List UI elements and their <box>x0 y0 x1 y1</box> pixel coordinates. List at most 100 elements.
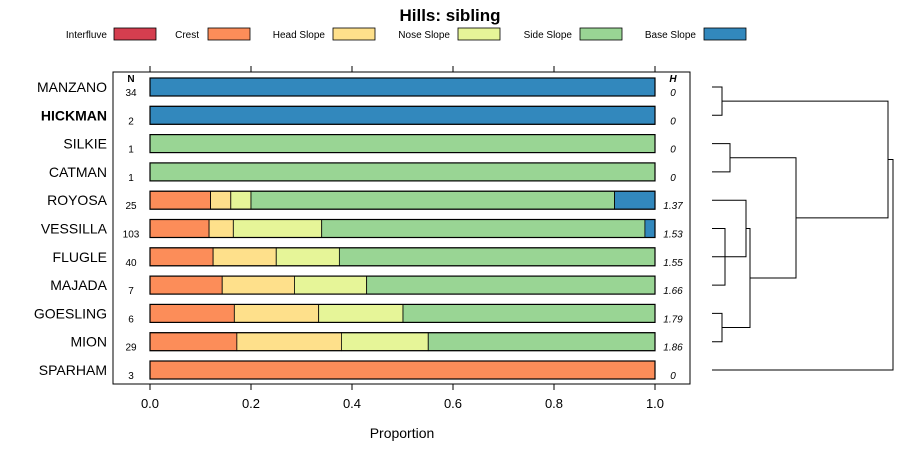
row-label: MAJADA <box>50 277 107 293</box>
bar-outline <box>149 218 656 239</box>
row-label: MION <box>70 334 107 350</box>
n-value: 29 <box>125 343 137 354</box>
x-tick-label: 0.2 <box>242 396 260 411</box>
n-value: 25 <box>125 201 137 212</box>
legend-swatch-side-slope <box>579 27 623 41</box>
legend-label-base-slope: Base Slope <box>645 30 697 41</box>
bar-segment-side-slope <box>321 219 646 238</box>
bar-outline <box>149 247 656 267</box>
row-label: CATMAN <box>49 164 107 180</box>
n-value: 7 <box>128 286 134 297</box>
row-label: GOESLING <box>34 305 107 321</box>
dendrogram-link <box>722 100 889 219</box>
legend-label-interfluve: Interfluve <box>66 30 108 41</box>
n-value: 3 <box>128 371 134 382</box>
x-tick-label: 0.0 <box>141 396 159 411</box>
row-flugle: FLUGLE 40 1.55 <box>53 247 683 269</box>
h-value: 1.55 <box>663 258 683 269</box>
row-label: HICKMAN <box>41 107 107 123</box>
row-vessilla: VESSILLA 103 1.53 <box>41 218 683 241</box>
h-value: 1.53 <box>663 230 683 241</box>
x-axis: 0.0 0.2 0.4 0.6 0.8 1.0 <box>141 66 664 411</box>
bar-segment-base-slope <box>644 219 656 238</box>
x-axis-title: Proportion <box>370 425 435 441</box>
n-value: 6 <box>128 314 134 325</box>
row-label: FLUGLE <box>53 249 107 265</box>
row-hickman: HICKMAN 2 0 <box>41 105 676 127</box>
bar-segment-nose-slope <box>275 247 340 267</box>
bar-outline <box>149 332 656 352</box>
h-header: H <box>669 74 677 85</box>
row-sparham: SPARHAM 3 0 <box>39 360 676 382</box>
h-value: 0 <box>670 145 676 156</box>
bar-segment-head-slope <box>233 303 320 323</box>
legend-label-nose-slope: Nose Slope <box>398 30 450 41</box>
dendrogram-link <box>712 312 723 343</box>
n-header: N <box>127 74 134 85</box>
h-value: 0 <box>670 371 676 382</box>
bar-outline <box>149 360 656 380</box>
bar-segment-crest <box>149 219 210 238</box>
bar-segment-base-slope <box>149 105 656 125</box>
legend-swatch-crest <box>207 27 251 41</box>
dendrogram <box>712 86 894 371</box>
h-value: 0 <box>670 173 676 184</box>
bar-segment-nose-slope <box>232 219 323 238</box>
n-value: 1 <box>128 173 134 184</box>
row-silkie: SILKIE 1 0 <box>63 134 676 156</box>
legend-swatch-nose-slope <box>457 27 501 41</box>
bar-segment-side-slope <box>402 303 656 323</box>
row-label: SILKIE <box>63 136 107 152</box>
bar-outline <box>149 105 656 125</box>
h-value: 0 <box>670 88 676 99</box>
bar-outline <box>149 77 656 97</box>
bar-segment-nose-slope <box>230 190 252 210</box>
bar-segment-crest <box>149 275 223 295</box>
row-mion: MION 29 1.86 <box>70 332 683 354</box>
bar-outline <box>149 134 656 154</box>
row-label: SPARHAM <box>39 362 107 378</box>
h-value: 1.86 <box>663 343 683 354</box>
bar-segment-nose-slope <box>318 303 404 323</box>
row-catman: CATMAN 1 0 <box>49 162 676 184</box>
bar-segment-side-slope <box>366 275 656 295</box>
legend: Interfluve Crest Head Slope Nose Slope Side … <box>66 27 747 41</box>
bar-segment-crest <box>149 360 656 380</box>
bar-segment-side-slope <box>250 190 616 210</box>
dendrogram-link <box>712 143 731 173</box>
legend-swatch-head-slope <box>332 27 376 41</box>
bar-segment-head-slope <box>210 190 232 210</box>
bar-segment-crest <box>149 247 214 267</box>
bar-segment-side-slope <box>338 247 656 267</box>
bar-segment-head-slope <box>212 247 277 267</box>
h-value: 1.37 <box>663 201 683 212</box>
legend-label-crest: Crest <box>175 30 199 41</box>
n-value: 2 <box>128 116 134 127</box>
h-value: 1.66 <box>663 286 683 297</box>
row-goesling: GOESLING 6 1.79 <box>34 303 683 325</box>
n-value: 1 <box>128 145 134 156</box>
row-label: VESSILLA <box>41 221 108 237</box>
h-value: 1.79 <box>663 314 683 325</box>
legend-swatch-interfluve <box>113 27 157 41</box>
x-tick-label: 1.0 <box>646 396 664 411</box>
bar-segment-side-slope <box>427 332 656 352</box>
bar-outline <box>149 275 656 295</box>
x-tick-label: 0.6 <box>444 396 462 411</box>
n-value: 103 <box>123 230 140 241</box>
bar-segment-crest <box>149 303 235 323</box>
x-tick-label: 0.4 <box>343 396 361 411</box>
bar-segment-side-slope <box>149 162 656 182</box>
legend-label-side-slope: Side Slope <box>524 30 573 41</box>
bar-segment-head-slope <box>208 219 234 238</box>
bar-segment-head-slope <box>236 332 342 352</box>
bar-segment-crest <box>149 332 238 352</box>
row-majada: MAJADA 7 1.66 <box>50 275 683 297</box>
dendrogram-link <box>712 159 894 371</box>
bar-outline <box>149 162 656 182</box>
chart-title: Hills: sibling <box>399 6 500 25</box>
legend-label-head-slope: Head Slope <box>273 30 326 41</box>
bar-segment-base-slope <box>149 77 656 97</box>
